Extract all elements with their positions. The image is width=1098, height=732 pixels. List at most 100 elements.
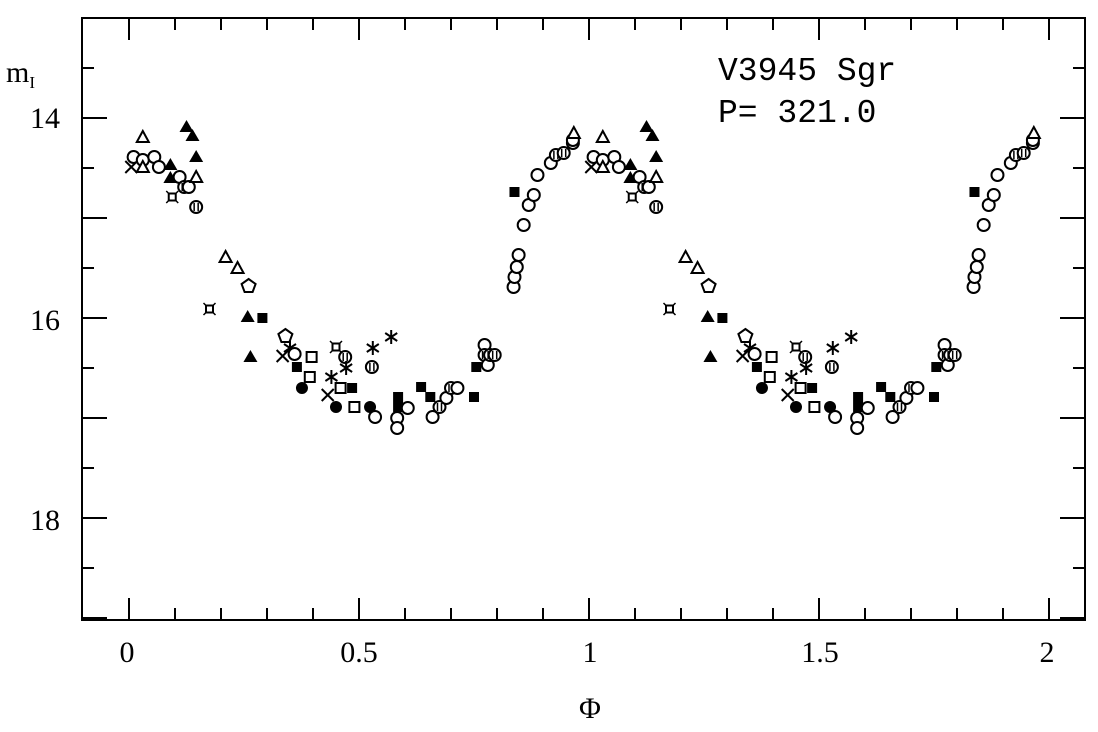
asterisk-marker xyxy=(324,370,338,384)
triangle-marker xyxy=(566,124,582,139)
square-marker xyxy=(305,351,318,363)
circle-marker xyxy=(364,360,379,374)
data-point-star-square xyxy=(625,190,639,204)
square-marker xyxy=(765,351,778,363)
circle-marker xyxy=(850,421,865,435)
circle-marker xyxy=(790,401,802,413)
square-marker xyxy=(885,392,896,402)
circle-marker xyxy=(1016,146,1031,160)
square-marker xyxy=(348,401,361,413)
square-marker xyxy=(471,362,482,372)
circle-marker xyxy=(400,401,415,415)
data-point-open-triangle xyxy=(1026,124,1042,139)
square-marker xyxy=(807,383,818,393)
data-point-filled-square xyxy=(393,402,404,412)
circle-marker xyxy=(828,410,843,424)
data-point-open-triangle xyxy=(677,248,694,263)
axis-ticks xyxy=(82,18,1085,620)
data-point-filled-square xyxy=(257,313,268,323)
data-point-open-triangle xyxy=(648,168,664,183)
circle-marker xyxy=(487,348,502,362)
data-point-filled-circle xyxy=(364,401,377,413)
data-point-open-circle xyxy=(511,248,526,262)
data-point-open-circle xyxy=(181,180,196,194)
data-point-open-square xyxy=(334,382,347,394)
triangle-marker xyxy=(135,158,151,173)
data-point-open-square xyxy=(763,371,776,383)
circle-marker xyxy=(641,180,656,194)
circle-marker xyxy=(530,168,545,182)
cross-marker xyxy=(124,160,139,174)
circle-marker xyxy=(450,381,465,395)
data-point-filled-circle xyxy=(790,401,802,413)
data-point-filled-triangle xyxy=(163,158,178,170)
circle-marker xyxy=(990,168,1005,182)
circle-marker xyxy=(390,421,405,435)
circle-marker xyxy=(971,248,986,262)
data-point-open-circle xyxy=(425,410,440,424)
circle-marker xyxy=(526,188,541,202)
data-point-open-triangle xyxy=(135,128,151,143)
triangle-marker xyxy=(677,248,694,263)
triangle-marker xyxy=(595,128,611,143)
y-tick-label: 18 xyxy=(30,504,60,537)
data-point-open-pentagon xyxy=(240,277,257,293)
circle-marker xyxy=(425,410,440,424)
data-point-filled-square xyxy=(969,187,980,197)
circle-marker xyxy=(556,146,571,160)
data-point-barred-circle xyxy=(487,348,502,362)
data-point-open-square xyxy=(305,351,318,363)
circle-marker xyxy=(189,200,204,214)
square-marker xyxy=(331,342,341,352)
circle-marker xyxy=(885,410,900,424)
data-point-open-triangle xyxy=(595,158,611,173)
triangle-marker xyxy=(243,350,258,362)
triangle-marker xyxy=(179,120,194,132)
data-point-open-triangle xyxy=(135,158,151,173)
circle-marker xyxy=(947,348,962,362)
square-marker xyxy=(717,313,728,323)
data-point-filled-square xyxy=(876,382,887,392)
data-point-open-circle xyxy=(641,180,656,194)
data-point-star-square xyxy=(329,340,343,354)
square-marker xyxy=(291,362,302,372)
data-point-open-circle xyxy=(368,410,383,424)
data-point-open-circle xyxy=(287,347,302,361)
data-point-open-square xyxy=(348,401,361,413)
circle-marker xyxy=(364,401,377,413)
data-point-open-circle xyxy=(971,248,986,262)
data-point-filled-square xyxy=(931,362,942,372)
data-point-open-pentagon xyxy=(737,327,754,343)
corner-spikes xyxy=(202,302,217,316)
circle-marker xyxy=(432,400,447,414)
data-point-open-circle xyxy=(860,401,875,415)
data-point-open-triangle xyxy=(229,259,246,274)
data-point-filled-triangle xyxy=(623,158,638,170)
pentagon-marker xyxy=(240,277,257,293)
triangle-marker xyxy=(185,129,200,141)
square-marker xyxy=(509,187,520,197)
data-point-filled-square xyxy=(416,382,427,392)
asterisk-marker xyxy=(799,361,813,375)
star-name-annotation: V3945 Sgr xyxy=(718,53,896,90)
data-points xyxy=(124,120,1042,435)
data-point-filled-triangle xyxy=(700,310,715,322)
triangle-marker xyxy=(703,350,718,362)
y-axis-label: mI xyxy=(6,56,35,92)
data-point-open-pentagon xyxy=(277,327,294,343)
data-point-open-triangle xyxy=(217,248,234,263)
data-point-asterisk xyxy=(826,341,840,355)
x-axis-label: Φ xyxy=(579,692,601,725)
data-point-asterisk xyxy=(384,330,398,344)
data-point-cross xyxy=(275,349,290,363)
circle-marker xyxy=(747,347,762,361)
circle-marker xyxy=(860,401,875,415)
data-point-filled-square xyxy=(807,383,818,393)
square-marker xyxy=(751,362,762,372)
data-point-filled-square xyxy=(853,402,864,412)
data-point-open-triangle xyxy=(188,168,204,183)
data-point-barred-circle xyxy=(364,360,379,374)
corner-spikes xyxy=(165,190,179,204)
data-point-open-triangle xyxy=(689,259,706,274)
